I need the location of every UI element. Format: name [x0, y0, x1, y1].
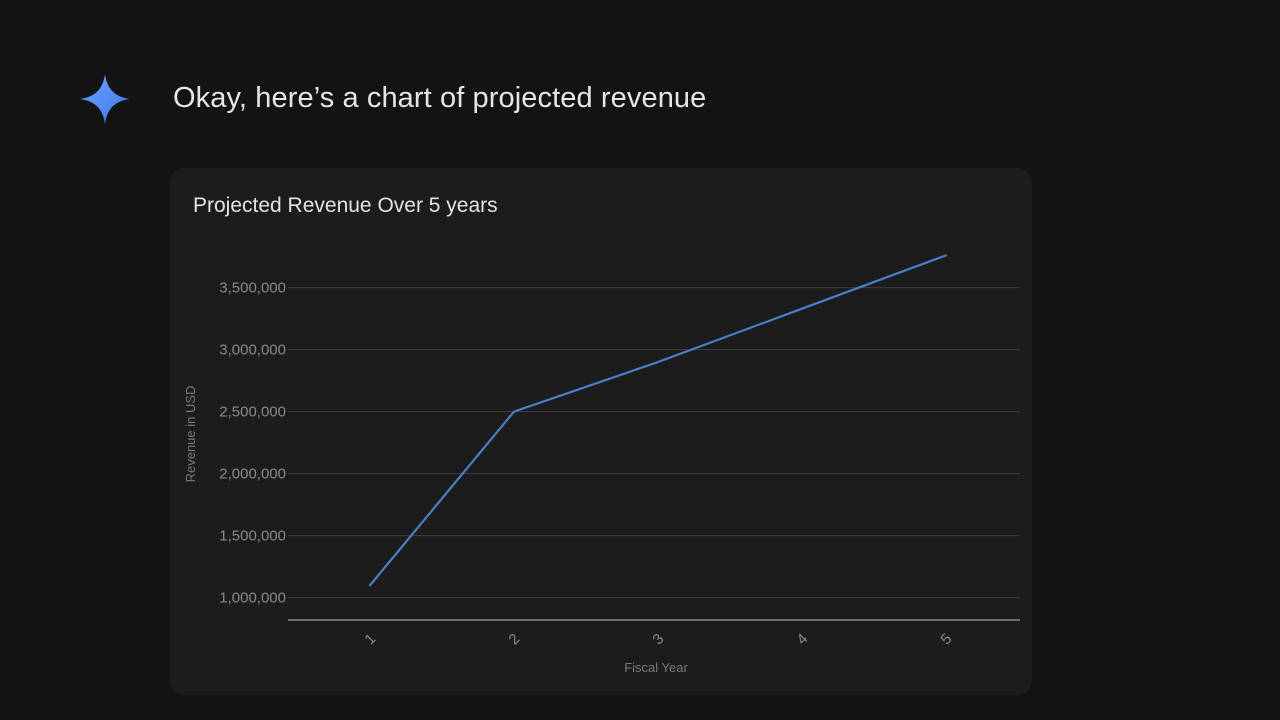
series-layer — [368, 254, 948, 587]
grid-layer — [288, 287, 1020, 621]
chart-title: Projected Revenue Over 5 years — [193, 194, 498, 217]
y-axis-ticks: 1,000,000 1,500,000 2,000,000 2,500,000 3,00… — [219, 280, 286, 607]
series-line — [368, 254, 948, 587]
y-tick-label: 3,500,000 — [219, 280, 286, 297]
gemini-spark-icon — [80, 74, 130, 124]
y-tick-label: 1,500,000 — [219, 528, 286, 545]
response-text: Okay, here’s a chart of projected revenu… — [173, 82, 707, 114]
x-tick-label: 5 — [937, 630, 955, 648]
x-tick-label: 1 — [361, 630, 379, 648]
x-tick-label: 3 — [649, 630, 667, 648]
y-axis-title: Revenue in USD — [183, 386, 198, 483]
x-axis-title: Fiscal Year — [624, 660, 688, 675]
x-tick-label: 2 — [505, 630, 523, 648]
y-tick-label: 1,000,000 — [219, 590, 286, 607]
line-chart: Projected Revenue Over 5 years 1,000,000… — [183, 194, 1020, 675]
y-tick-label: 3,000,000 — [219, 342, 286, 359]
chart-card: Projected Revenue Over 5 years 1,000,000… — [170, 168, 1032, 695]
x-tick-label: 4 — [793, 630, 811, 648]
x-axis-ticks: 1 2 3 4 5 — [361, 630, 955, 648]
y-tick-label: 2,000,000 — [219, 466, 286, 483]
response-header — [78, 70, 132, 128]
y-tick-label: 2,500,000 — [219, 404, 286, 421]
